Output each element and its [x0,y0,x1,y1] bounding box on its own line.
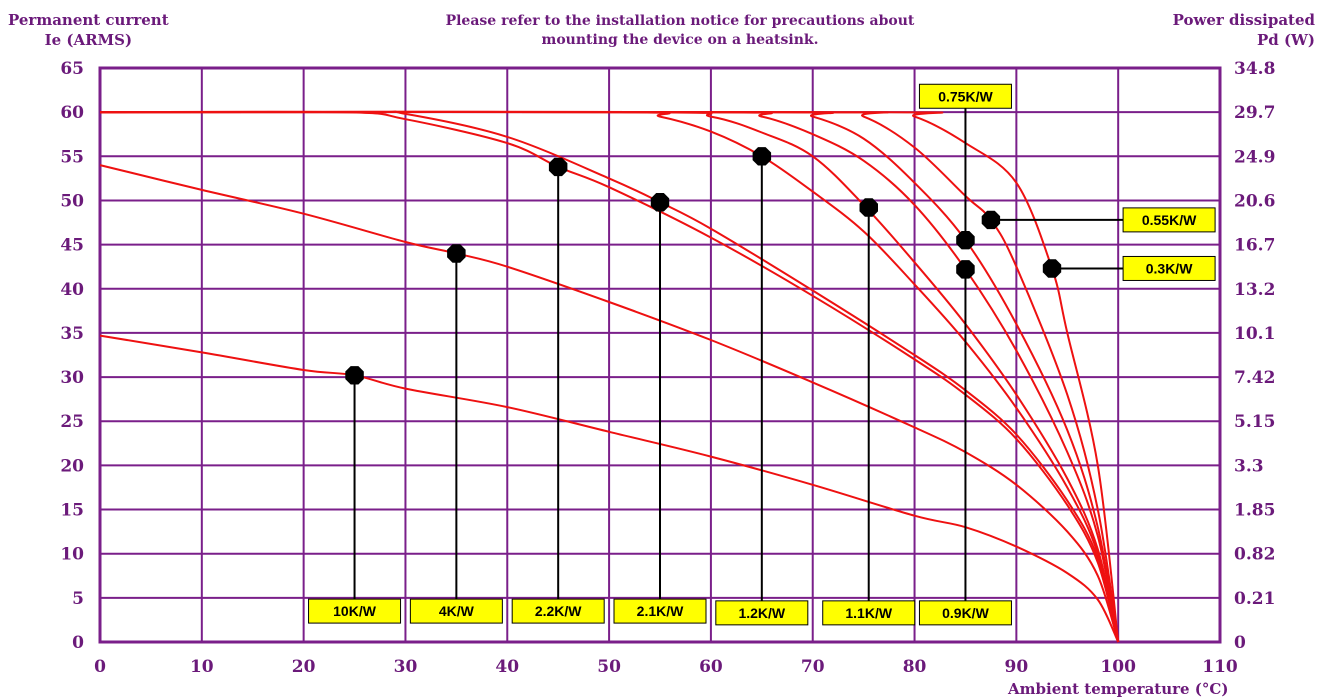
right-axis-title-line1: Power dissipated [1172,11,1315,29]
curve-marker [1042,259,1062,278]
x-tick-label: 50 [597,657,621,677]
right-axis-title: Power dissipated Pd (W) [1173,10,1315,50]
curve-label: 0.9K/W [942,605,989,621]
right-axis-title-line2: Pd (W) [1256,31,1315,49]
curve-label: 0.55K/W [1142,212,1197,228]
chart-grid [98,66,1222,644]
y-tick-label: 40 [60,280,84,300]
curve-label: 10K/W [333,603,377,619]
y2-tick-label: 7.42 [1234,368,1275,388]
curve-marker [956,231,975,250]
left-axis-title: Permanent current Ie (ARMS) [8,10,169,50]
curve-marker [956,260,975,279]
x-tick-label: 100 [1100,657,1136,677]
installation-note-line2: mounting the device on a heatsink. [541,32,819,48]
curve-line [99,110,1120,643]
curve-label: 0.3K/W [1146,260,1193,276]
y2-tick-label: 20.6 [1234,191,1275,211]
y2-tick-label: 0 [1234,633,1246,653]
curve-label: 1.1K/W [845,605,892,621]
y2-tick-label: 10.1 [1234,324,1275,344]
curve-line [99,110,1120,643]
curve-label: 1.2K/W [738,605,785,621]
curve-label: 2.2K/W [535,603,582,619]
y2-tick-label: 24.9 [1234,147,1275,167]
y2-tick-label: 3.3 [1234,456,1264,476]
curve-label-box [715,600,809,626]
y-tick-label: 30 [60,368,84,388]
y2-tick-label: 1.85 [1234,501,1275,521]
y-tick-label: 50 [60,191,84,211]
x-tick-label: 30 [394,657,418,677]
curve-label: 4K/W [439,603,475,619]
installation-note-line1: Please refer to the installation notice … [445,13,915,29]
curve-label-box [822,600,916,626]
y-tick-label: 55 [60,147,84,167]
x-axis-title: Ambient temperature (°C) [1008,680,1229,698]
y-tick-label: 45 [60,236,84,256]
y-tick-label: 15 [60,501,84,521]
chart-curves [99,110,1120,643]
curve-marker [548,157,568,177]
curve-label-box [409,598,503,624]
y2-tick-label: 29.7 [1234,103,1275,123]
left-axis-title-line2: Ie (ARMS) [44,31,133,49]
curve-marker [859,198,878,217]
curve-line [99,164,1120,643]
curve-marker [752,147,772,166]
curve-label-box [511,598,605,624]
curve-marker [650,193,670,212]
curve-labels: 10K/W 4K/W 2.2K/W 2.1K/W 1.2K/W 1.1K/W 0.9K/W 0… [308,83,1216,626]
curve-markers [345,147,1062,385]
y-tick-label: 60 [60,103,84,123]
y2-tick-label: 16.7 [1234,236,1275,256]
curve-label-box [1122,207,1216,233]
curve-marker [447,244,466,263]
left-axis-title-line1: Permanent current [8,11,169,29]
y2-tick-label: 13.2 [1234,280,1275,300]
x-tick-label: 90 [1005,657,1029,677]
curve-label: 2.1K/W [637,603,684,619]
curve-label-box [1122,255,1216,281]
plot-border [98,66,1222,644]
x-tick-label: 0 [94,657,106,677]
axis-ticks: 0 10 20 30 40 50 60 70 80 90 100 110 0 5 10 15 20 25 30 35 4… [60,59,1275,677]
y-tick-label: 0 [72,633,84,653]
y2-tick-label: 0.21 [1234,589,1275,609]
x-tick-label: 40 [495,657,519,677]
x-tick-label: 10 [190,657,214,677]
x-tick-label: 60 [699,657,723,677]
label-leaders [353,96,1170,613]
curve-label-box [308,598,402,624]
x-tick-label: 20 [292,657,316,677]
y-tick-label: 10 [60,545,84,565]
x-tick-label: 70 [801,657,825,677]
y2-tick-label: 34.8 [1234,59,1275,79]
y-tick-label: 35 [60,324,84,344]
y-tick-label: 25 [60,412,84,432]
curve-label: 0.75K/W [938,88,993,104]
y-tick-label: 20 [60,456,84,476]
curve-marker [345,366,364,385]
curve-label-box [918,600,1012,626]
x-tick-label: 80 [903,657,927,677]
curve-line [99,334,1120,643]
y-tick-label: 65 [60,59,84,79]
installation-note: Please refer to the installation notice … [400,12,960,50]
y-tick-label: 5 [72,589,84,609]
curve-label-box [918,83,1012,109]
curve-label-box [613,598,707,624]
y2-tick-label: 0.82 [1234,545,1275,565]
x-tick-label: 110 [1202,657,1238,677]
curve-marker [981,210,1001,230]
y2-tick-label: 5.15 [1234,412,1275,432]
